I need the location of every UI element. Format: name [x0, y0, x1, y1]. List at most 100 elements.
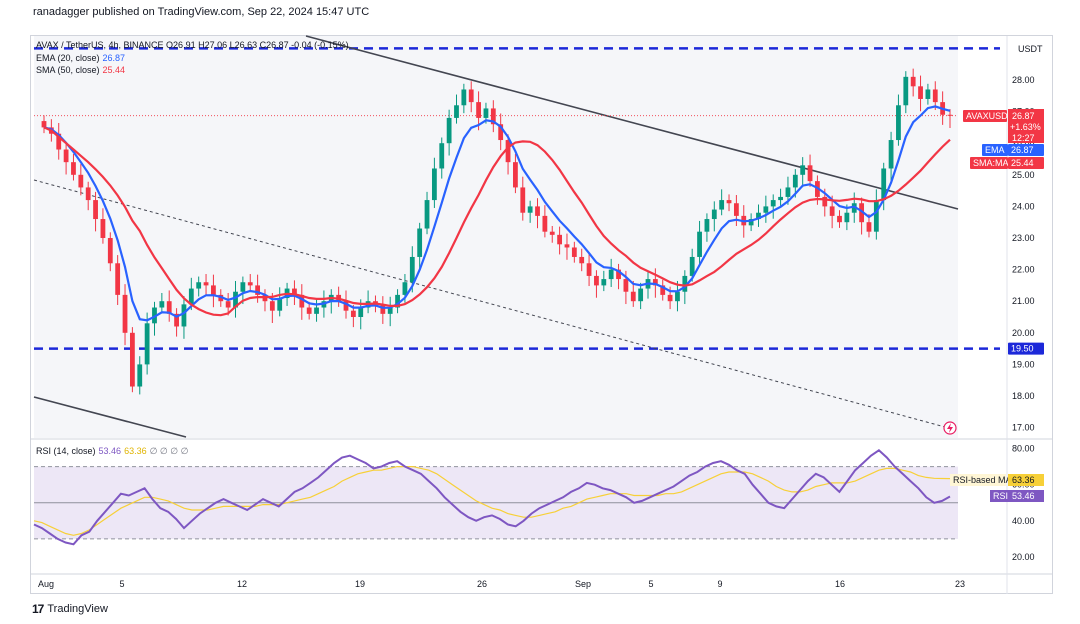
candle-body — [667, 294, 673, 302]
candle-body — [498, 124, 504, 141]
candle-body — [896, 105, 901, 141]
candle-body — [829, 206, 835, 216]
candle-body — [726, 200, 732, 204]
candle-body — [704, 219, 710, 232]
candle-body — [733, 203, 739, 216]
candle-body — [71, 162, 76, 175]
candle-body — [292, 288, 297, 295]
candle-body — [402, 282, 408, 295]
candle-body — [233, 291, 238, 308]
time-tick-label: 19 — [355, 579, 365, 589]
candle-body — [129, 332, 135, 387]
time-tick-label: 23 — [955, 579, 965, 589]
candle-body — [247, 282, 253, 286]
candle-body — [608, 269, 614, 280]
rsi-tag-bg — [990, 490, 1008, 502]
candle-body — [837, 215, 842, 223]
price-tick-label: 28.00 — [1012, 75, 1035, 85]
ema-value-tag: 26.87 — [1011, 145, 1034, 155]
candle-body — [660, 285, 666, 295]
rsi-legend-value: 53.46 — [98, 446, 122, 456]
candle-body — [350, 310, 356, 317]
sma50-line — [43, 126, 951, 317]
ema-legend[interactable]: EMA (20, close) 26.87 — [36, 53, 125, 63]
candle-body — [41, 121, 47, 128]
candle-body — [122, 294, 128, 333]
rsi-legend[interactable]: RSI (14, close) 53.46 63.36 ∅ ∅ ∅ ∅ — [36, 446, 188, 457]
candle-body — [314, 307, 319, 314]
candle-body — [652, 279, 658, 286]
candle-body — [188, 288, 194, 305]
candle-body — [56, 133, 62, 150]
time-tick-label: 12 — [237, 579, 247, 589]
candle-body — [888, 140, 894, 169]
price-tag-value: 26.87 — [1012, 111, 1035, 121]
candle-body — [682, 275, 688, 292]
rsi-ma-tag: RSI-based MA — [953, 475, 1012, 485]
sma-tag-bg — [970, 157, 1008, 169]
candle-body — [417, 228, 423, 257]
candle-body — [616, 269, 621, 280]
candle-body — [947, 114, 953, 116]
sma-legend[interactable]: SMA (50, close) 25.44 — [36, 65, 125, 75]
candle-body — [431, 168, 437, 201]
lightning-glyph-icon — [947, 423, 953, 433]
rsi-ma-tag-bg — [950, 474, 1006, 486]
tradingview-logo-icon: 17 — [32, 602, 44, 616]
chart-frame — [30, 35, 1053, 594]
candle-body — [93, 200, 98, 220]
candle-body — [85, 187, 91, 201]
channel-upper-line — [305, 35, 959, 210]
candle-body — [549, 231, 555, 235]
ema-legend-label: EMA (20, close) — [36, 53, 100, 63]
ema-value-tag-bg — [1008, 144, 1044, 156]
support-level-tag: 19.50 — [1011, 344, 1034, 354]
candle-body — [571, 247, 577, 257]
price-tick-label: 18.00 — [1012, 391, 1035, 401]
candle-body — [851, 203, 857, 213]
time-tick-label: Sep — [575, 579, 591, 589]
ema-legend-value: 26.87 — [102, 53, 126, 63]
candle-body — [100, 219, 106, 238]
candle-body — [932, 89, 938, 103]
candle-body — [174, 313, 179, 327]
candle-body — [859, 203, 865, 223]
candle-body — [520, 187, 526, 213]
candle-body — [748, 219, 754, 226]
candle-body — [358, 307, 364, 317]
candle-body — [866, 222, 872, 232]
candle-body — [623, 279, 629, 292]
symbol-tag-bg — [963, 110, 1007, 122]
candle-body — [115, 263, 121, 295]
sma-tag: SMA:MA — [973, 158, 1009, 168]
candle-body — [586, 263, 592, 276]
candle-body — [542, 215, 548, 232]
candle-body — [557, 234, 563, 245]
candle-body — [144, 323, 150, 365]
candle-body — [807, 165, 813, 182]
rsi-legend-label: RSI (14, close) — [36, 446, 96, 456]
time-tick-label: 5 — [119, 579, 124, 589]
price-pane-bg — [34, 36, 958, 438]
candle-body — [792, 174, 798, 188]
tradingview-footer[interactable]: 17 TradingView — [32, 602, 108, 616]
candle-body — [778, 196, 783, 201]
candle-body — [881, 168, 887, 201]
candle-body — [343, 301, 349, 311]
symbol-tag: AVAXUSDT — [966, 111, 1014, 121]
candle-body — [468, 89, 474, 103]
symbol-legend: AVAX / TetherUS, 4h, BINANCE O26.91 H27.… — [36, 40, 349, 50]
candle-body — [527, 206, 533, 213]
candle-body — [490, 108, 496, 125]
sma-legend-label: SMA (50, close) — [36, 65, 100, 75]
ema-tag-bg — [982, 144, 1008, 156]
price-tag-change: +1.63% — [1010, 122, 1041, 132]
rsi-tag: RSI — [993, 491, 1008, 501]
rsi-value-tag: 53.46 — [1012, 491, 1035, 501]
price-tick-label: 24.00 — [1012, 201, 1035, 211]
rsi-value-bg — [1008, 490, 1044, 502]
candle-body — [240, 282, 246, 292]
rsi-ma-legend-value: 63.36 — [124, 446, 147, 456]
sma-value-tag: 25.44 — [1011, 158, 1034, 168]
